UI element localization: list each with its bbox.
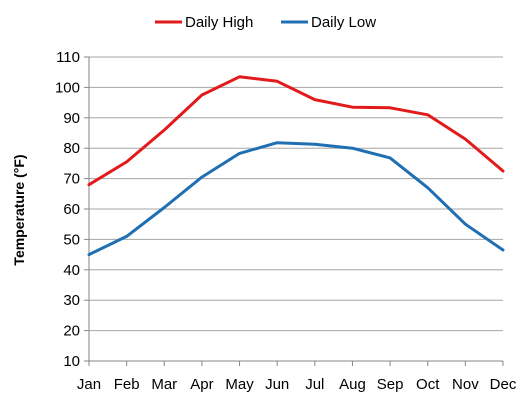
y-tick-label-50: 50 — [63, 231, 80, 248]
y-tick-label-90: 90 — [63, 110, 80, 127]
x-tick-label-sep: Sep — [377, 376, 404, 393]
y-tick-labels: 10 20 30 40 50 60 70 80 90 100 110 — [55, 49, 80, 370]
y-tick-label-100: 100 — [55, 79, 80, 96]
x-tick-label-apr: Apr — [190, 376, 213, 393]
x-tick-label-oct: Oct — [416, 376, 440, 393]
x-tick-label-jul: Jul — [305, 376, 324, 393]
y-tick-label-60: 60 — [63, 201, 80, 218]
x-tick-label-mar: Mar — [151, 376, 177, 393]
axes — [84, 56, 504, 366]
y-tick-label-80: 80 — [63, 140, 80, 157]
x-tick-label-dec: Dec — [490, 376, 517, 393]
series-lines — [87, 75, 505, 257]
legend: Daily High Daily Low — [155, 14, 376, 31]
y-tick-label-70: 70 — [63, 171, 80, 188]
x-tick-label-jun: Jun — [265, 376, 289, 393]
legend-label-daily-high: Daily High — [185, 14, 253, 31]
y-axis-label: Temperature (°F) — [11, 154, 27, 265]
x-tick-label-jan: Jan — [77, 376, 101, 393]
x-tick-label-aug: Aug — [339, 376, 366, 393]
y-tick-label-20: 20 — [63, 323, 80, 340]
x-tick-label-nov: Nov — [452, 376, 479, 393]
y-tick-label-110: 110 — [56, 49, 80, 66]
legend-label-daily-low: Daily Low — [311, 14, 376, 31]
y-tick-label-30: 30 — [63, 292, 80, 309]
y-tick-label-10: 10 — [63, 353, 80, 370]
x-tick-labels: Jan Feb Mar Apr May Jun Jul Aug Sep Oct Nov Dec — [77, 376, 517, 393]
x-tick-label-feb: Feb — [114, 376, 140, 393]
y-tick-label-40: 40 — [63, 262, 80, 279]
series-line-daily-high — [87, 75, 505, 187]
gridlines — [89, 56, 503, 332]
series-line-daily-low — [87, 141, 505, 257]
x-tick-label-may: May — [225, 376, 254, 393]
